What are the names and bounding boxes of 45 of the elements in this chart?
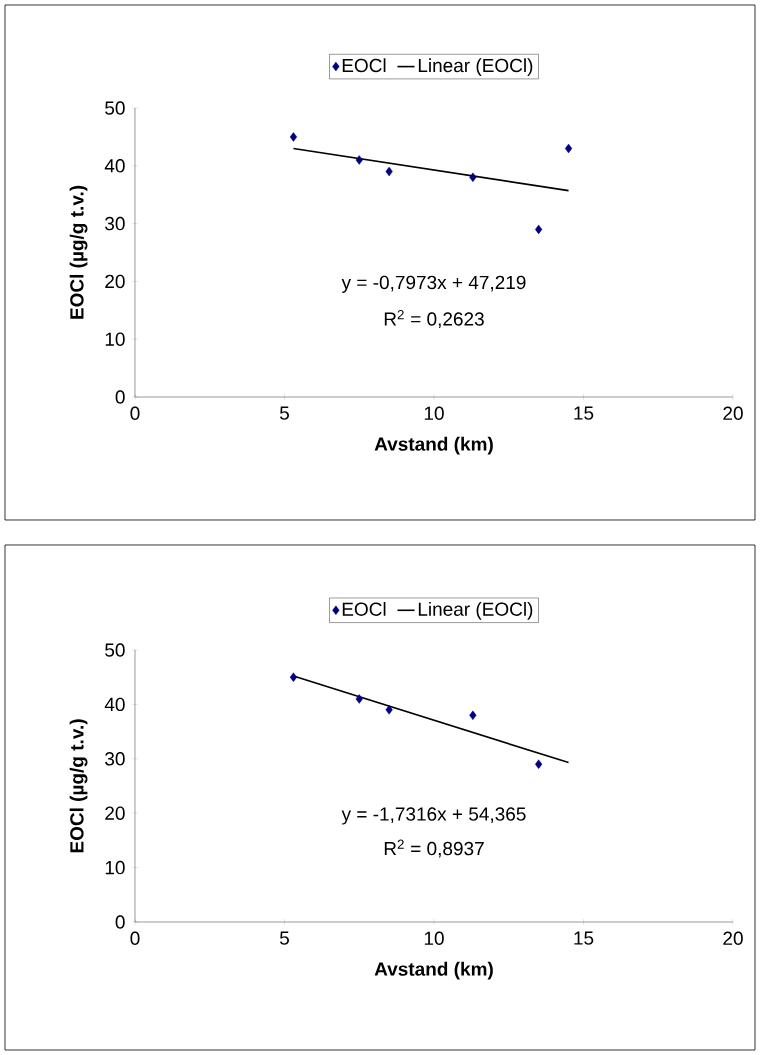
y-tick-label: 0	[115, 915, 125, 929]
x-tick-label: 0	[130, 931, 140, 945]
point	[469, 710, 477, 720]
y-tick-label: 20	[105, 806, 125, 820]
y-axis-title: EOCl (µg/g t.v.)	[69, 719, 88, 853]
y-tick-label: 10	[105, 860, 125, 875]
annotation: y = -1,7316x + 54,365	[341, 807, 526, 825]
point	[385, 166, 393, 177]
annotation: R$^{2}$ = 0,2623	[384, 309, 484, 328]
legend-label: EOCl	[342, 601, 386, 616]
point	[469, 172, 477, 183]
annotation: R$^{2}$ = 0,8937	[384, 839, 484, 858]
x-tick-label: 15	[574, 406, 594, 420]
y-tick-label: 30	[105, 752, 125, 766]
y-tick-label: 30	[105, 216, 125, 231]
point	[289, 672, 298, 682]
y-tick-label: 50	[105, 101, 125, 115]
x-axis-title: Avstand (km)	[374, 436, 493, 455]
x-axis-title: Avstand (km)	[374, 961, 493, 980]
x-tick-label: 0	[130, 406, 140, 420]
point	[564, 143, 573, 154]
x-tick-label: 20	[723, 406, 743, 420]
x-tick-label: 10	[424, 406, 444, 420]
y-tick-label: 20	[105, 274, 125, 289]
y-tick-label: 0	[115, 390, 125, 404]
point	[355, 155, 363, 165]
point	[289, 132, 298, 142]
y-tick-label: 40	[104, 159, 125, 173]
x-tick-label: 5	[279, 406, 289, 420]
y-axis-title: EOCl (µg/g t.v.)	[69, 185, 88, 319]
y-tick-label: 10	[105, 332, 125, 346]
x-tick-label: 10	[424, 931, 444, 945]
x-tick-label: 5	[279, 931, 289, 945]
point	[355, 694, 363, 704]
y-tick-label: 40	[104, 697, 125, 712]
point	[535, 759, 543, 769]
annotation: y = -0,7973x + 47,219	[341, 275, 526, 293]
x-tick-label: 20	[723, 931, 743, 945]
legend-label: Linear (EOCl)	[418, 601, 533, 620]
y-tick-label: 50	[105, 643, 125, 657]
point	[385, 705, 393, 715]
legend-label: EOCl	[342, 58, 386, 73]
point	[535, 224, 543, 235]
legend-label: Linear (EOCl)	[418, 58, 533, 76]
x-tick-label: 15	[574, 931, 594, 945]
